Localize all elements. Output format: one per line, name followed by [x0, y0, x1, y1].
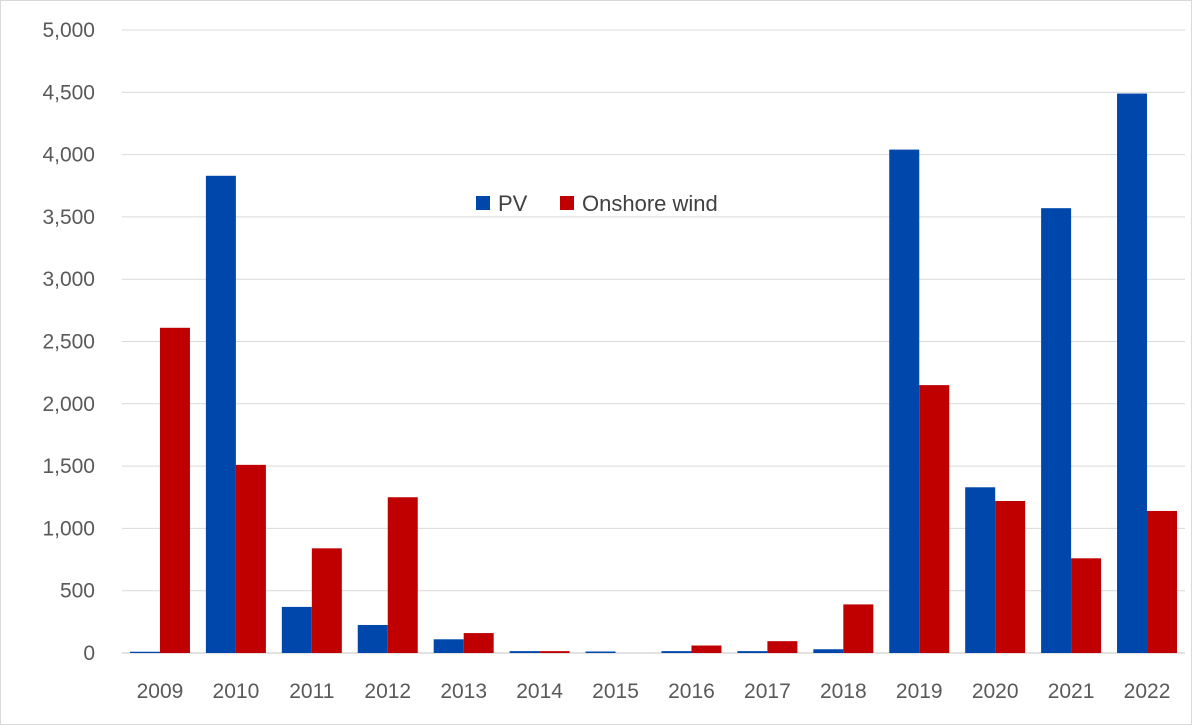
bar-pv-2015	[585, 651, 616, 653]
bar-pv-2016	[661, 651, 692, 653]
bar-pv-2019	[889, 149, 920, 653]
bar-onshore-wind-2014	[539, 651, 570, 653]
legend-swatch-pv	[476, 196, 490, 210]
gridlines	[122, 29, 1185, 654]
x-tick-label: 2013	[440, 680, 487, 703]
bar-pv-2022	[1117, 93, 1148, 653]
y-tick-label: 3,000	[42, 268, 95, 291]
legend-label-onshore-wind: Onshore wind	[582, 191, 718, 216]
bars	[129, 93, 1178, 654]
bar-onshore-wind-2012	[387, 497, 418, 653]
bar-onshore-wind-2016	[691, 645, 722, 653]
y-tick-label: 1,500	[42, 455, 95, 478]
x-tick-label: 2019	[896, 680, 943, 703]
bar-onshore-wind-2019	[919, 385, 950, 653]
bar-onshore-wind-2020	[995, 500, 1026, 653]
x-tick-label: 2014	[516, 680, 563, 703]
legend: PV Onshore wind	[476, 191, 718, 216]
y-tick-label: 2,000	[42, 393, 95, 416]
bar-onshore-wind-2021	[1071, 558, 1102, 653]
x-tick-label: 2012	[364, 680, 411, 703]
bar-onshore-wind-2022	[1147, 510, 1178, 653]
x-tick-label: 2015	[592, 680, 639, 703]
bar-onshore-wind-2011	[311, 548, 342, 653]
x-tick-label: 2018	[820, 680, 867, 703]
y-tick-label: 1,000	[42, 517, 95, 540]
x-tick-label: 2017	[744, 680, 791, 703]
bar-pv-2017	[737, 651, 768, 653]
bar-pv-2011	[281, 606, 312, 653]
x-tick-label: 2021	[1048, 680, 1095, 703]
y-tick-label: 5,000	[42, 19, 95, 42]
bar-pv-2014	[509, 651, 540, 653]
bar-onshore-wind-2018	[843, 604, 874, 653]
x-tick-label: 2010	[213, 680, 260, 703]
bar-pv-2009	[129, 651, 160, 653]
bar-onshore-wind-2009	[159, 327, 190, 653]
bar-onshore-wind-2017	[767, 641, 798, 653]
x-tick-label: 2011	[289, 680, 334, 703]
y-tick-label: 500	[60, 580, 95, 603]
y-tick-label: 4,000	[42, 144, 95, 167]
bar-pv-2021	[1041, 208, 1072, 654]
bar-pv-2010	[205, 175, 236, 654]
bar-pv-2018	[813, 649, 844, 653]
y-tick-label: 0	[83, 642, 95, 665]
bar-pv-2020	[965, 487, 996, 653]
y-axis-ticks: 0 500 1,000 1,500 2,000 2,500 3,000 3,500 4,000 4…	[42, 19, 95, 665]
bar-pv-2013	[433, 639, 464, 653]
bar-pv-2012	[357, 624, 388, 653]
bar-onshore-wind-2010	[235, 464, 266, 653]
x-tick-label: 2009	[137, 680, 184, 703]
x-tick-label: 2016	[668, 680, 715, 703]
y-tick-label: 4,500	[42, 81, 95, 104]
y-tick-label: 2,500	[42, 331, 95, 354]
x-axis-ticks: 2009 2010 2011 2012 2013 2014 2015 2016 2017 2018…	[137, 680, 1171, 703]
x-tick-label: 2022	[1124, 680, 1171, 703]
legend-swatch-onshore-wind	[560, 196, 574, 210]
x-tick-label: 2020	[972, 680, 1019, 703]
y-tick-label: 3,500	[42, 206, 95, 229]
bar-onshore-wind-2013	[463, 633, 494, 653]
legend-label-pv: PV	[498, 191, 528, 216]
